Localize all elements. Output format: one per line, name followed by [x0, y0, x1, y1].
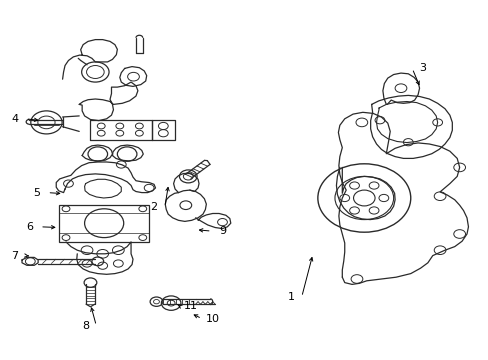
Text: 7: 7	[11, 251, 18, 261]
Text: 10: 10	[205, 314, 219, 324]
Text: 11: 11	[183, 301, 197, 311]
Text: 5: 5	[33, 188, 40, 198]
Text: 1: 1	[287, 292, 294, 302]
Bar	[59, 205, 149, 242]
Text: 4: 4	[11, 114, 18, 124]
Text: 2: 2	[150, 202, 157, 212]
Text: 9: 9	[219, 226, 225, 236]
Text: 8: 8	[82, 321, 89, 331]
Text: 3: 3	[419, 63, 426, 73]
Text: 6: 6	[26, 222, 33, 232]
